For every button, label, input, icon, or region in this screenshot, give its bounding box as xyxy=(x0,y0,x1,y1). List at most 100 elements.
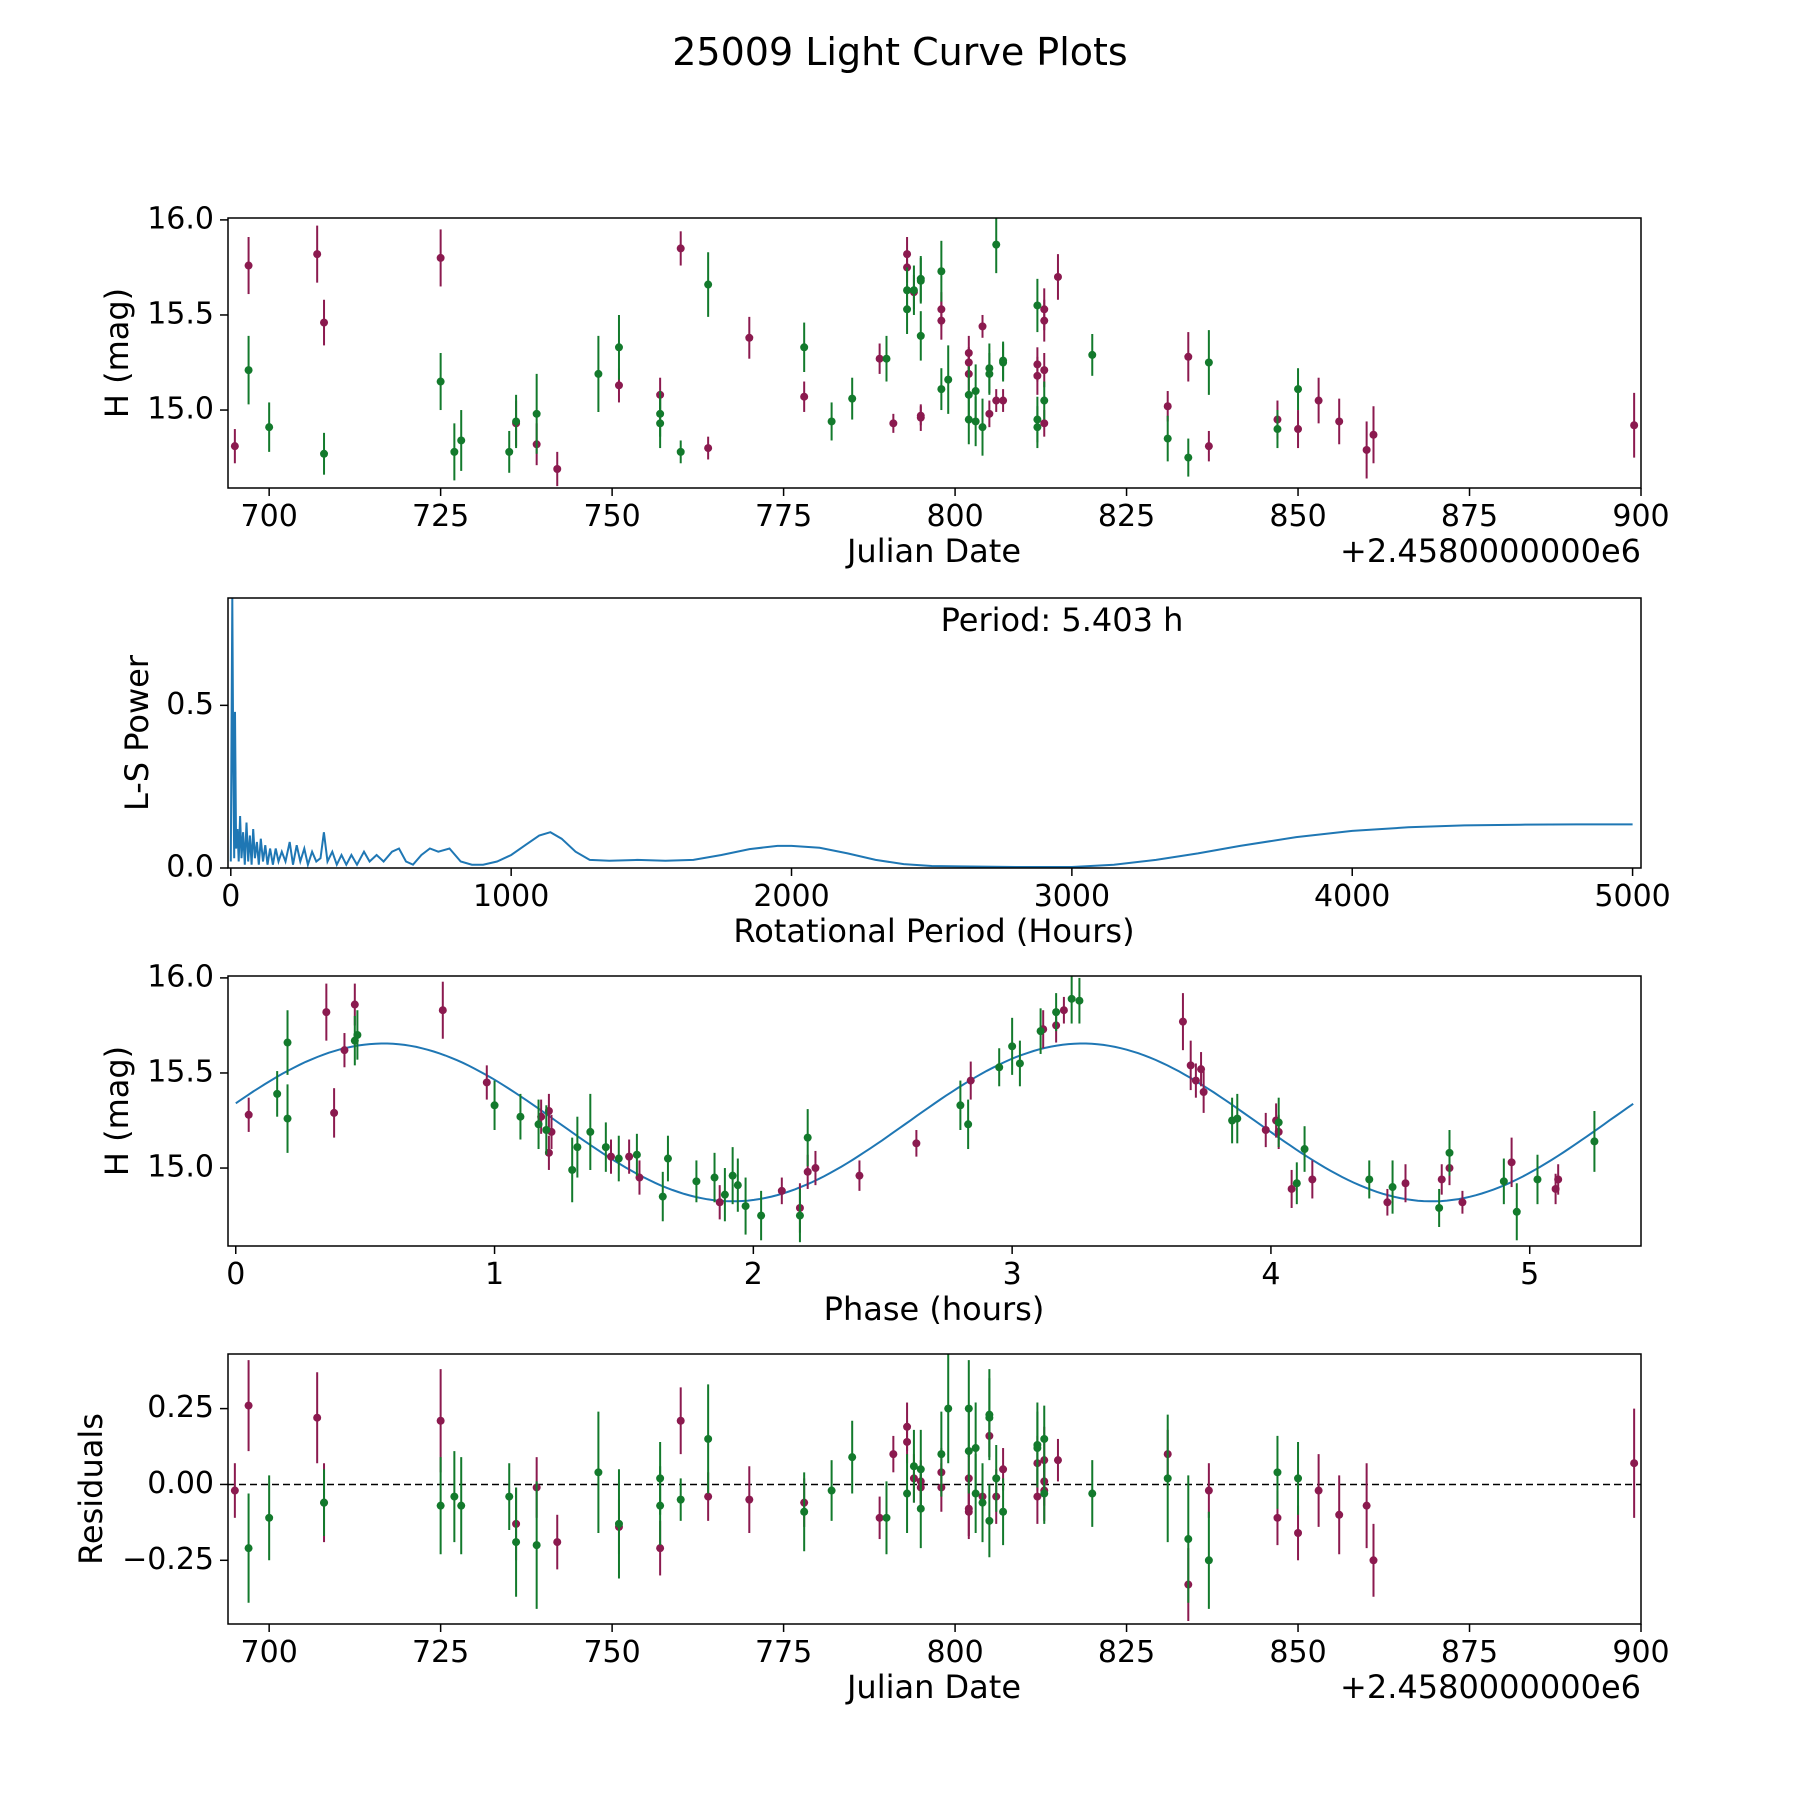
data-point xyxy=(704,1434,713,1443)
data-point xyxy=(676,1416,685,1425)
x-tick-label: 3 xyxy=(1003,1257,1022,1292)
phase-plot-area xyxy=(235,976,1634,1243)
data-point xyxy=(553,1538,562,1547)
data-point xyxy=(741,1202,750,1211)
data-point xyxy=(1033,301,1042,310)
residuals-panel: 700 725 750 775 800 825 850 875 900 −0.25 0.00 0.2… xyxy=(72,1353,1670,1706)
data-point xyxy=(1294,425,1303,434)
data-point xyxy=(964,1447,973,1456)
x-tick-label: 0 xyxy=(226,1257,245,1292)
data-point xyxy=(992,396,1001,405)
data-point xyxy=(1040,1434,1049,1443)
data-point xyxy=(594,1468,603,1477)
data-point xyxy=(745,333,754,342)
data-point xyxy=(505,1492,514,1501)
phase-y-ticks: 15.0 15.5 16.0 xyxy=(147,959,228,1185)
data-point xyxy=(676,447,685,456)
x-tick-label: 775 xyxy=(755,499,812,534)
data-point xyxy=(848,394,857,403)
data-point xyxy=(340,1046,349,1055)
x-tick-label: 875 xyxy=(1441,1635,1498,1670)
lightcurve-y-ticks: 15.0 15.5 16.0 xyxy=(147,201,228,427)
data-point xyxy=(1204,1486,1213,1495)
periodogram-line xyxy=(229,598,1633,868)
residuals-x-label: Julian Date xyxy=(845,1668,1021,1706)
data-point xyxy=(244,261,253,270)
data-point xyxy=(848,1453,857,1462)
data-point xyxy=(607,1152,616,1161)
data-point xyxy=(1204,442,1213,451)
data-point xyxy=(999,356,1008,365)
data-point xyxy=(912,1139,921,1148)
data-point xyxy=(1294,385,1303,394)
data-point xyxy=(916,1504,925,1513)
data-point xyxy=(909,1462,918,1471)
data-point xyxy=(1383,1198,1392,1207)
data-point xyxy=(656,1501,665,1510)
data-point xyxy=(1630,1459,1639,1468)
x-tick-label: 700 xyxy=(241,499,298,534)
data-point xyxy=(800,392,809,401)
data-point xyxy=(745,1495,754,1504)
data-point xyxy=(956,1101,965,1110)
y-tick-label: 15.5 xyxy=(147,296,214,331)
data-point xyxy=(1033,1492,1042,1501)
data-point xyxy=(1015,1059,1024,1068)
data-point xyxy=(1458,1198,1467,1207)
data-point xyxy=(1008,1042,1017,1051)
data-point xyxy=(1369,1556,1378,1565)
data-point xyxy=(230,442,239,451)
data-point xyxy=(573,1143,582,1152)
data-point xyxy=(803,1167,812,1176)
residuals-plot-area xyxy=(228,1354,1641,1621)
data-point xyxy=(1075,996,1084,1005)
data-point xyxy=(436,253,445,262)
data-point xyxy=(715,1198,724,1207)
data-point xyxy=(1435,1203,1444,1212)
data-point xyxy=(964,415,973,424)
data-point xyxy=(1052,1008,1061,1017)
data-point xyxy=(999,1465,1008,1474)
data-point xyxy=(601,1143,610,1152)
data-point xyxy=(450,447,459,456)
data-point xyxy=(1362,1501,1371,1510)
periodogram-panel: 0 1000 2000 3000 4000 5000 0.0 0.5 Period: 5.4… xyxy=(118,597,1671,950)
data-point xyxy=(532,1541,541,1550)
data-point xyxy=(1533,1175,1542,1184)
data-point xyxy=(283,1038,292,1047)
data-point xyxy=(800,1507,809,1516)
x-tick-label: 2000 xyxy=(753,879,829,914)
y-tick-label: 16.0 xyxy=(147,959,214,994)
period-annotation: Period: 5.403 h xyxy=(941,601,1184,639)
data-point xyxy=(985,1516,994,1525)
data-point xyxy=(320,318,329,327)
data-point xyxy=(1512,1207,1521,1216)
data-point xyxy=(1308,1175,1317,1184)
data-point xyxy=(827,417,836,426)
x-tick-label: 3000 xyxy=(1034,879,1110,914)
data-point xyxy=(971,417,980,426)
phase-x-label: Phase (hours) xyxy=(824,1290,1045,1328)
x-tick-label: 900 xyxy=(1612,1635,1669,1670)
data-point xyxy=(1178,1017,1187,1026)
data-point xyxy=(534,1120,543,1129)
data-point xyxy=(313,250,322,259)
data-point xyxy=(350,1000,359,1009)
data-point xyxy=(322,1008,331,1017)
data-point xyxy=(676,1495,685,1504)
data-point xyxy=(971,1489,980,1498)
data-point xyxy=(916,331,925,340)
data-point xyxy=(436,1501,445,1510)
periodogram-plot-area xyxy=(229,598,1633,868)
x-tick-label: 700 xyxy=(241,1635,298,1670)
data-point xyxy=(733,1181,742,1190)
data-point xyxy=(1053,1456,1062,1465)
data-point xyxy=(516,1112,525,1121)
data-point xyxy=(1273,425,1282,434)
data-point xyxy=(313,1413,322,1422)
data-point xyxy=(1365,1175,1374,1184)
data-point xyxy=(1040,419,1049,428)
data-point xyxy=(1294,1528,1303,1537)
phase-frame xyxy=(227,975,1642,1247)
data-point xyxy=(937,267,946,276)
